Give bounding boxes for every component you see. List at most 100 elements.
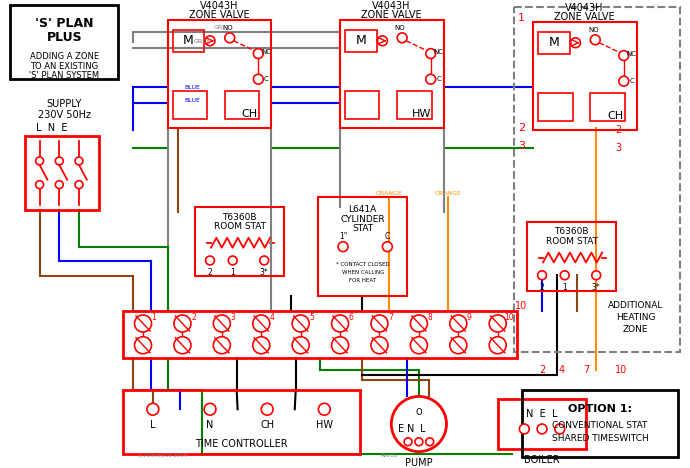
- Text: BLUE: BLUE: [184, 98, 200, 103]
- Text: C: C: [629, 78, 634, 84]
- Circle shape: [253, 315, 270, 332]
- Circle shape: [225, 33, 235, 43]
- Text: L641A: L641A: [348, 205, 377, 214]
- Bar: [533, 22, 637, 131]
- Text: C: C: [385, 232, 390, 241]
- Text: WHEN CALLING: WHEN CALLING: [342, 270, 384, 275]
- Bar: [318, 197, 407, 296]
- Text: NO: NO: [395, 25, 406, 31]
- Bar: [225, 91, 259, 118]
- Text: PLUS: PLUS: [46, 31, 82, 44]
- Circle shape: [426, 49, 435, 58]
- Text: 230V 50Hz: 230V 50Hz: [38, 110, 90, 120]
- Circle shape: [426, 438, 434, 446]
- Bar: [497, 399, 586, 449]
- Text: 3*: 3*: [592, 283, 600, 292]
- Text: NO: NO: [588, 27, 599, 33]
- Text: HW: HW: [316, 420, 333, 430]
- Circle shape: [411, 315, 427, 332]
- Bar: [25, 136, 99, 210]
- Text: ZONE VALVE: ZONE VALVE: [554, 12, 615, 22]
- Text: GREY: GREY: [213, 25, 230, 30]
- Bar: [538, 32, 570, 53]
- Text: 2: 2: [191, 313, 196, 322]
- Text: SHARED TIMESWITCH: SHARED TIMESWITCH: [552, 434, 649, 443]
- Bar: [168, 20, 271, 128]
- Text: BLUE: BLUE: [184, 85, 200, 89]
- Text: 3: 3: [230, 313, 235, 322]
- Text: STAT: STAT: [352, 225, 373, 234]
- Text: * CONTACT CLOSED: * CONTACT CLOSED: [336, 262, 390, 267]
- Circle shape: [318, 403, 331, 415]
- Circle shape: [262, 403, 273, 415]
- Text: V4043H: V4043H: [565, 3, 604, 13]
- Text: 3: 3: [615, 143, 621, 153]
- Text: OPTION 1:: OPTION 1:: [568, 404, 632, 414]
- Circle shape: [75, 181, 83, 189]
- Text: SUPPLY: SUPPLY: [46, 99, 82, 109]
- Circle shape: [520, 424, 529, 434]
- Circle shape: [450, 315, 467, 332]
- Text: HW: HW: [412, 109, 431, 119]
- Text: L: L: [420, 424, 426, 434]
- Text: O: O: [415, 408, 422, 417]
- Text: NC: NC: [627, 51, 637, 57]
- Text: 'S' PLAN SYSTEM: 'S' PLAN SYSTEM: [29, 71, 99, 80]
- Bar: [397, 91, 432, 118]
- Circle shape: [147, 403, 159, 415]
- Text: ORANGE: ORANGE: [435, 191, 462, 196]
- Text: N: N: [206, 420, 214, 430]
- Circle shape: [135, 337, 152, 354]
- Circle shape: [174, 337, 191, 354]
- Text: 2: 2: [208, 268, 213, 277]
- Circle shape: [253, 337, 270, 354]
- Text: FOR HEAT: FOR HEAT: [349, 278, 376, 283]
- Bar: [591, 93, 625, 121]
- Circle shape: [411, 337, 427, 354]
- Text: 10: 10: [615, 365, 627, 375]
- Circle shape: [450, 337, 467, 354]
- Text: M: M: [183, 34, 194, 47]
- Text: PUMP: PUMP: [405, 459, 433, 468]
- Text: C: C: [264, 76, 268, 82]
- Circle shape: [75, 157, 83, 165]
- Text: 4: 4: [559, 365, 565, 375]
- Text: ROOM STAT: ROOM STAT: [546, 237, 598, 246]
- Text: V4043H: V4043H: [372, 1, 411, 11]
- Circle shape: [591, 35, 600, 45]
- Text: T6360B: T6360B: [554, 227, 589, 236]
- Circle shape: [592, 271, 601, 280]
- Text: 1: 1: [152, 313, 157, 322]
- Text: ADDING A ZONE: ADDING A ZONE: [30, 52, 99, 61]
- Bar: [10, 5, 119, 79]
- Text: 9: 9: [467, 313, 472, 322]
- Text: N  E  L: N E L: [526, 409, 558, 419]
- Bar: [522, 389, 678, 456]
- Text: BOILER: BOILER: [524, 455, 560, 466]
- Circle shape: [538, 271, 546, 280]
- Text: Rev1a: Rev1a: [381, 453, 398, 458]
- Text: NC: NC: [262, 49, 271, 55]
- Text: 2: 2: [539, 365, 545, 375]
- Circle shape: [415, 438, 423, 446]
- Bar: [515, 7, 680, 352]
- Circle shape: [213, 315, 230, 332]
- Circle shape: [377, 36, 387, 46]
- Text: C: C: [436, 76, 441, 82]
- Circle shape: [36, 157, 43, 165]
- Circle shape: [292, 337, 309, 354]
- Text: NC: NC: [433, 49, 444, 55]
- Text: CONVENTIONAL STAT: CONVENTIONAL STAT: [553, 422, 648, 431]
- Text: V4043H: V4043H: [199, 1, 238, 11]
- Circle shape: [174, 315, 191, 332]
- Text: 8: 8: [428, 313, 433, 322]
- Text: CYLINDER: CYLINDER: [340, 215, 385, 224]
- Circle shape: [619, 76, 629, 86]
- Circle shape: [253, 49, 263, 58]
- Text: 10: 10: [504, 313, 513, 322]
- Bar: [172, 91, 207, 118]
- Text: 1": 1": [339, 232, 347, 241]
- Text: 2: 2: [615, 125, 621, 135]
- Text: L  N  E: L N E: [36, 124, 67, 133]
- Circle shape: [332, 337, 348, 354]
